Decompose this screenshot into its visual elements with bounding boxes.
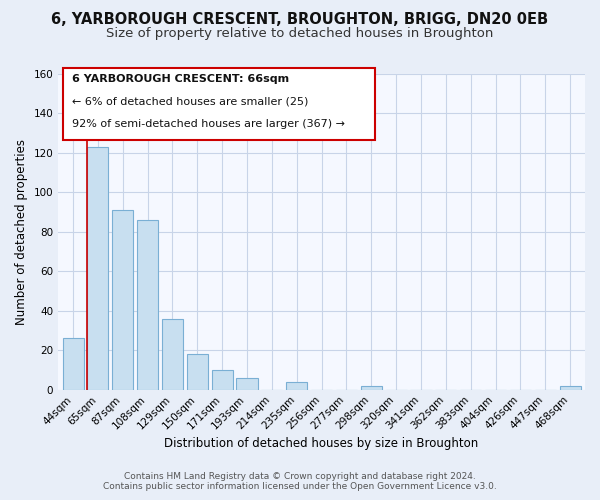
Text: 92% of semi-detached houses are larger (367) →: 92% of semi-detached houses are larger (… (72, 119, 345, 129)
Bar (212, 370, 233, 390)
Bar (361, 386, 382, 390)
Bar (137, 220, 158, 390)
Bar (236, 378, 257, 390)
Text: Size of property relative to detached houses in Broughton: Size of property relative to detached ho… (106, 28, 494, 40)
Text: ← 6% of detached houses are smaller (25): ← 6% of detached houses are smaller (25) (72, 96, 308, 106)
Text: 6, YARBOROUGH CRESCENT, BROUGHTON, BRIGG, DN20 0EB: 6, YARBOROUGH CRESCENT, BROUGHTON, BRIGG… (52, 12, 548, 28)
Bar (286, 382, 307, 390)
Bar (88, 147, 109, 390)
Bar (62, 338, 83, 390)
Text: Contains public sector information licensed under the Open Government Licence v3: Contains public sector information licen… (103, 482, 497, 491)
Bar (560, 386, 581, 390)
Bar (162, 318, 183, 390)
Bar (112, 210, 133, 390)
Y-axis label: Number of detached properties: Number of detached properties (15, 139, 28, 325)
X-axis label: Distribution of detached houses by size in Broughton: Distribution of detached houses by size … (164, 437, 479, 450)
Text: 6 YARBOROUGH CRESCENT: 66sqm: 6 YARBOROUGH CRESCENT: 66sqm (72, 74, 289, 84)
Text: Contains HM Land Registry data © Crown copyright and database right 2024.: Contains HM Land Registry data © Crown c… (124, 472, 476, 481)
Bar (187, 354, 208, 390)
